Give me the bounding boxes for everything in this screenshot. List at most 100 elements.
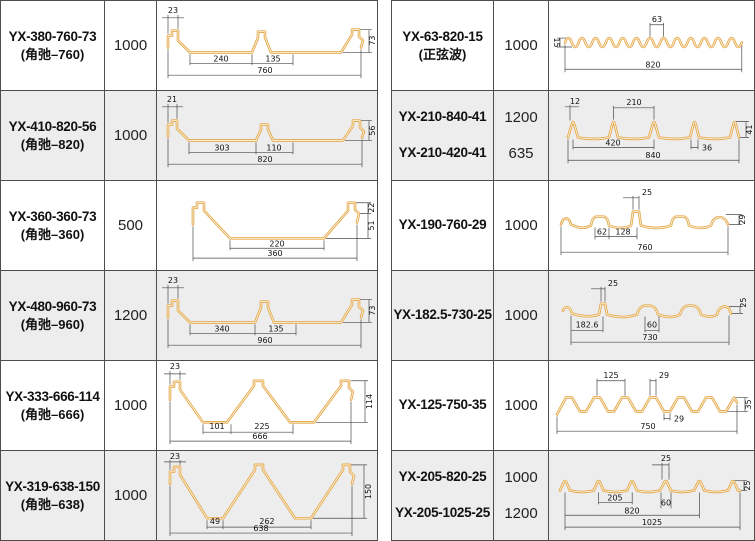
dim-label: 820 [624,506,639,515]
table-row: YX-210-840-41 YX-210-420-41 1200 635 12 … [392,91,754,181]
table-row: YX-63-820-15 (正弦波) 1000 15 63 820 [392,1,754,91]
dim-label: 62 [597,227,607,236]
dimension-lines [570,286,743,346]
profile-name: YX-210-420-41 [398,145,487,161]
profile-name: YX-210-840-41 [398,109,487,125]
dimension-lines [564,462,747,531]
profile-drawing-cell: 23 49 262 638 150 [157,451,377,540]
dim-label: 128 [615,227,630,236]
dim-label: 360 [267,249,282,258]
quantity: 1000 [113,37,148,54]
quantity: 1000 [504,397,538,414]
profile-subname: (正弦波) [418,46,467,62]
profile-name-cell: YX-380-760-73 (角弛–760) [1,1,105,90]
dim-label: 15 [552,38,561,48]
dimension-lines [164,459,367,537]
profile-name-cell: YX-210-840-41 YX-210-420-41 [392,91,494,180]
profile-drawing-cell: 12 210 420 36 840 41 [549,91,754,180]
quantity-cell: 1200 [105,271,157,360]
quantity-cell: 500 [105,181,157,270]
profile-name-cell: YX-333-666-114 (角弛–666) [1,361,105,450]
quantity-cell: 1000 [105,451,157,540]
dim-label: 666 [252,432,267,441]
dim-label: 41 [745,125,754,135]
dimension-lines [560,195,742,256]
quantity: 1200 [113,307,148,324]
profile-name: YX-410-820-56 [8,118,97,134]
table-row: YX-480-960-73 (角弛–960) 1200 23 340 135 9… [1,271,377,361]
profile-drawing-cell: 25 62 128 760 29 [549,181,754,270]
profile-drawing: 15 63 820 [552,15,744,73]
profile-name: YX-190-760-29 [398,217,487,233]
profile-name-cell: YX-410-820-56 (角弛–820) [1,91,105,180]
profile-outline [166,298,365,324]
profile-inner [562,303,732,318]
dim-label: 49 [210,517,220,526]
quantity-cell: 1000 [494,271,549,360]
dim-label: 25 [661,454,671,463]
table-row: YX-380-760-73 (角弛–760) 1000 23 240 135 7… [1,1,377,91]
profile-name: YX-63-820-15 [402,28,483,44]
profile-name: YX-125-750-35 [398,397,487,413]
dim-label: 73 [368,36,377,46]
profile-drawing: 12 210 420 36 840 41 [565,97,754,164]
quantity: 1000 [504,469,538,487]
profile-drawing-cell: 125 29 29 750 35 [549,361,754,450]
dim-label: 114 [365,394,374,409]
dim-label: 225 [254,422,269,431]
dimension-lines [556,378,748,435]
quantity-cell: 1200 635 [494,91,549,180]
profile-inner [556,397,738,415]
dim-label: 23 [170,452,180,461]
dim-label: 25 [743,481,752,491]
profile-name-cell: YX-190-760-29 [392,181,494,270]
right-table: YX-63-820-15 (正弦波) 1000 15 63 820 YX- [391,0,755,541]
profile-outline [168,379,355,424]
profile-drawing-cell: 220 360 22 51 [157,181,377,270]
profile-drawing-cell: 23 101 225 666 114 [157,361,377,450]
dim-label: 750 [640,422,655,431]
table-row: YX-333-666-114 (角弛–666) 1000 23 101 225 … [1,361,377,451]
dim-label: 23 [170,362,180,371]
dim-label: 29 [738,215,747,225]
profile-inner [169,464,355,519]
profile-drawing: 23 340 135 960 73 [162,276,377,349]
profile-drawing-cell: 23 340 135 960 73 [157,271,377,360]
dim-label: 760 [637,243,652,252]
profile-inner [167,120,365,141]
profile-inner [564,37,743,48]
dim-label: 29 [659,371,669,380]
profile-outline [168,463,356,520]
dim-label: 12 [570,97,580,106]
quantity-cell: 1000 1200 [494,451,549,540]
quantity: 1000 [113,127,148,144]
dim-label: 63 [652,15,662,24]
profile-outline [566,120,741,141]
dim-label: 262 [259,517,274,526]
quantity: 1200 [504,109,538,127]
dim-label: 125 [603,371,618,380]
dim-label: 638 [253,524,268,533]
profile-drawing: 25 205 60 820 1025 25 [558,454,752,531]
dim-label: 110 [266,143,281,152]
dim-label: 1025 [642,518,662,527]
dimension-lines [192,202,371,262]
table-row: YX-319-638-150 (角弛–638) 1000 23 49 262 6… [1,451,377,540]
quantity: 1000 [113,487,148,504]
profile-drawing: 25 62 128 760 29 [559,188,747,256]
table-row: YX-182.5-730-25 1000 25 182.6 60 730 25 [392,271,754,361]
profile-inner [169,380,354,423]
profile-name: YX-380-760-73 [8,28,97,44]
profile-subname: (角弛–360) [20,226,85,242]
profile-inner [560,211,729,229]
dim-label: 135 [265,54,280,63]
profile-drawing-cell: 21 303 110 820 56 [157,91,377,180]
profile-inner [167,29,364,53]
profile-drawing: 23 240 135 760 73 [162,6,377,79]
quantity-cell: 1000 [105,361,157,450]
dim-label: 35 [744,399,753,409]
profile-subname: (角弛–960) [20,316,85,332]
dim-label: 820 [257,155,272,164]
profile-outline [559,210,730,230]
